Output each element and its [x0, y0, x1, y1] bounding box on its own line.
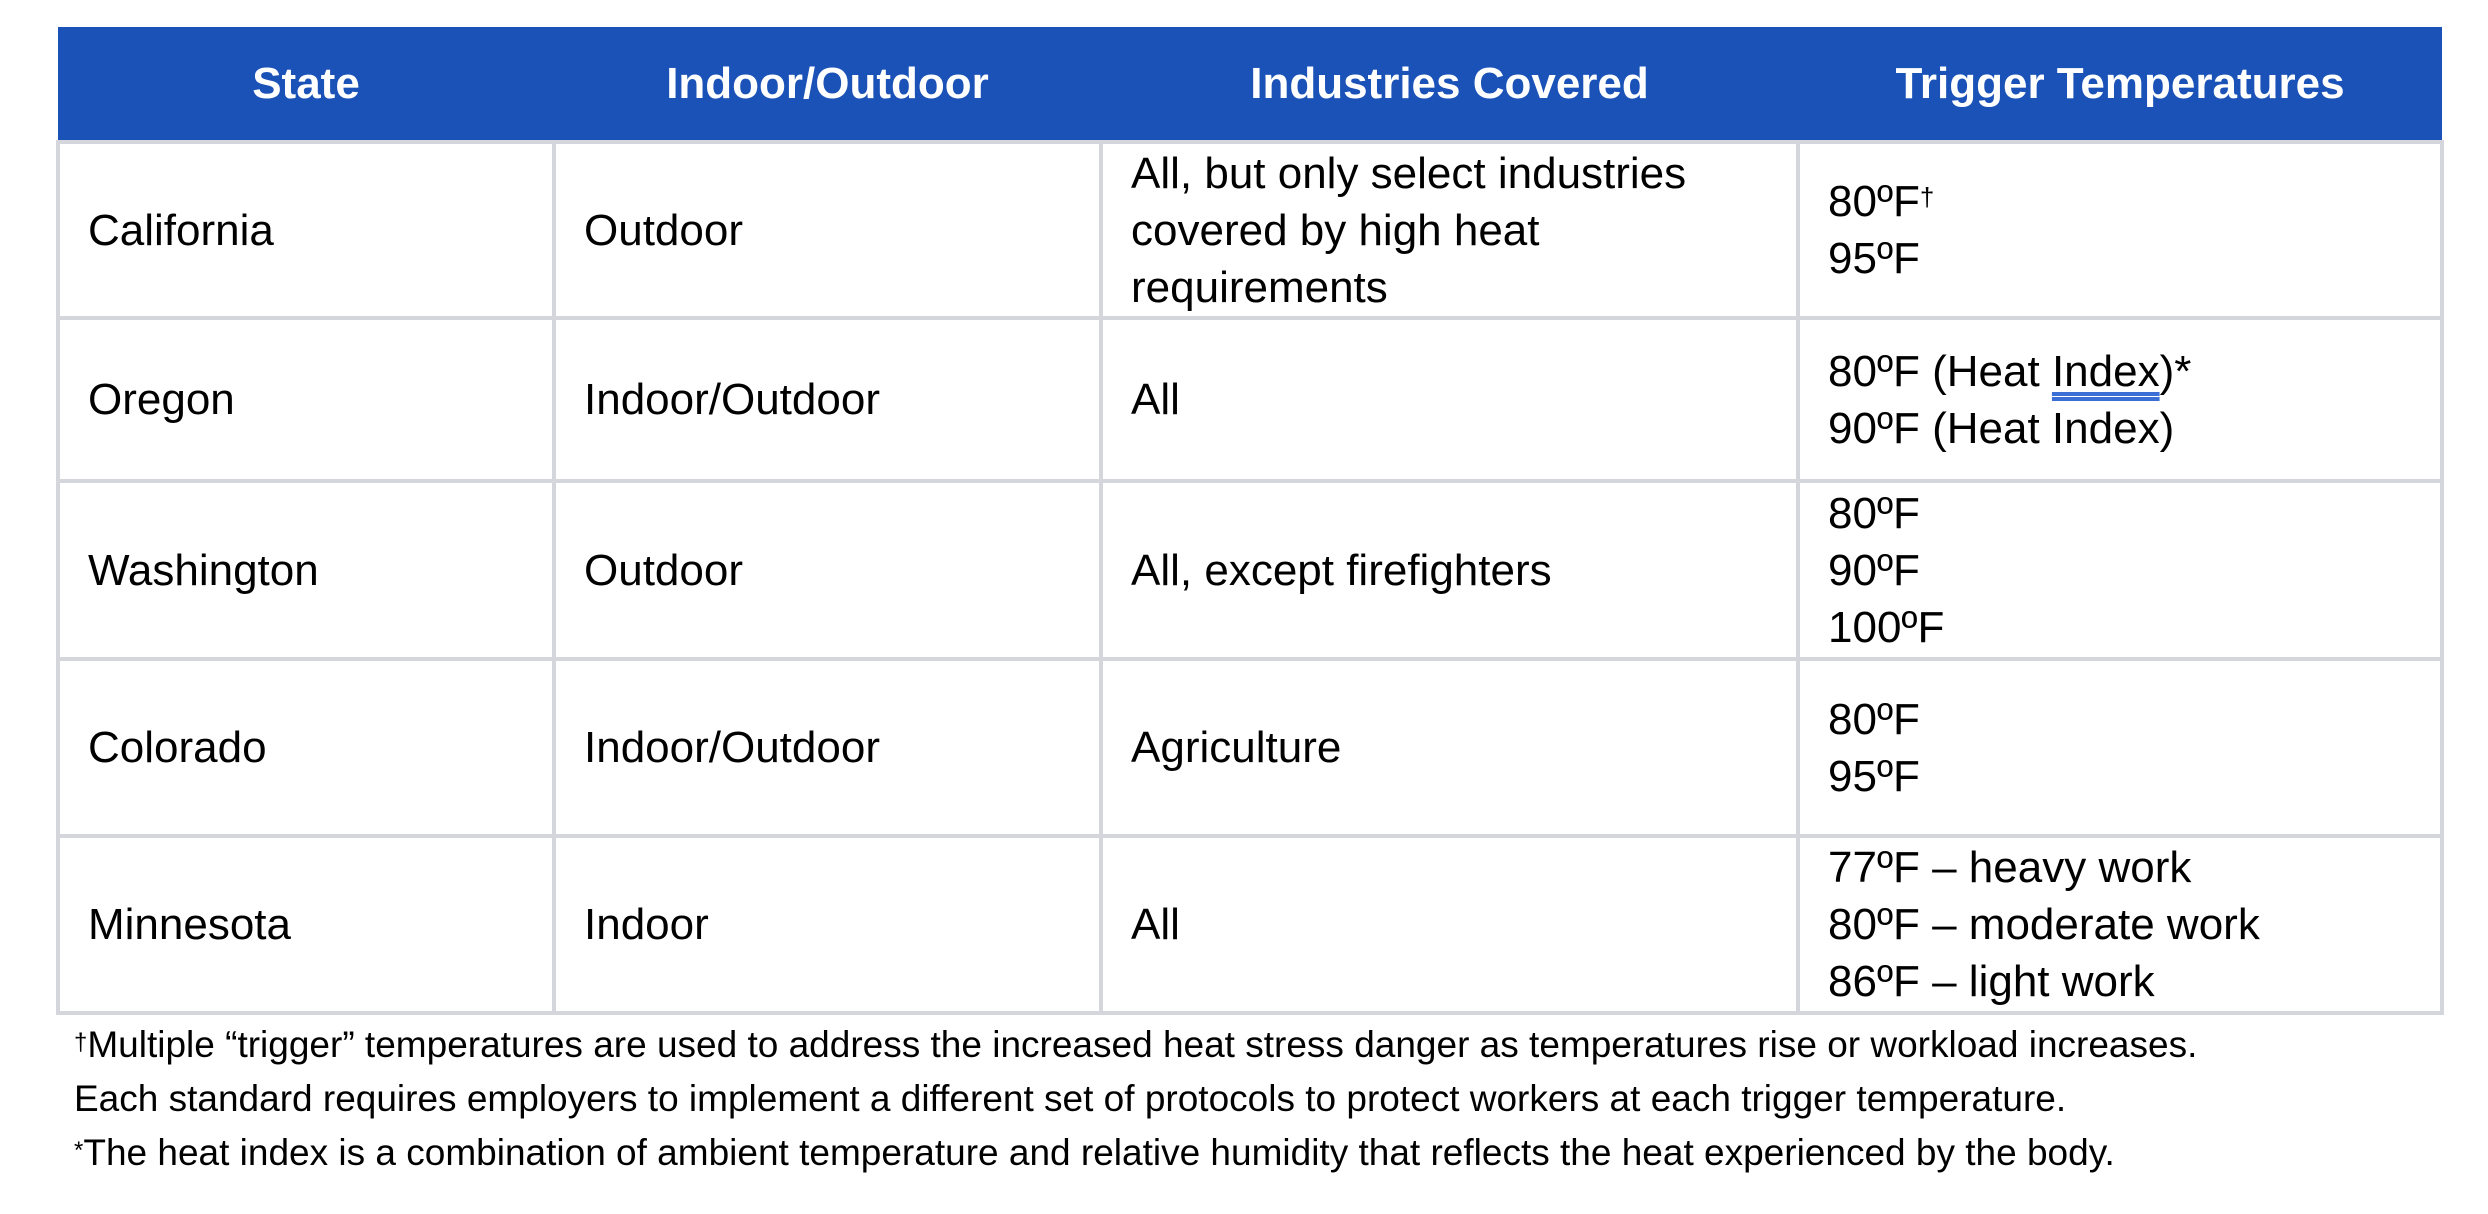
cell-triggers: 80ºF† 95ºF — [1796, 140, 2444, 320]
text-line: requirements — [1131, 262, 1388, 312]
text-line: 100ºF — [1828, 602, 1945, 652]
cell-triggers: 80ºF 95ºF — [1796, 657, 2444, 838]
table-row: Colorado Indoor/Outdoor Agriculture 80ºF… — [56, 657, 2444, 838]
text-line: 95ºF — [1828, 751, 1920, 801]
spellcheck-underlined-word: Index — [2051, 346, 2160, 396]
text-line: All, but only select industries — [1131, 148, 1687, 198]
table-row: Washington Outdoor All, except firefight… — [56, 479, 2444, 661]
cell-industries: All — [1099, 316, 1800, 483]
cell-scope: Outdoor — [552, 140, 1103, 320]
cell-state: Colorado — [56, 657, 556, 838]
header-state: State — [58, 27, 554, 142]
cell-triggers: 80ºF (Heat Index)* 90ºF (Heat Index) — [1796, 316, 2444, 483]
footnote-text: The heat index is a combination of ambie… — [83, 1132, 2115, 1173]
cell-state: Minnesota — [56, 834, 556, 1015]
text-line: Agriculture — [1131, 723, 1342, 772]
dagger-mark: † — [1919, 182, 1935, 212]
cell-scope: Indoor/Outdoor — [552, 657, 1103, 838]
footnote-dagger: †Multiple “trigger” temperatures are use… — [74, 1018, 2197, 1072]
text-segment: 80ºF (Heat — [1828, 346, 2052, 396]
cell-triggers: 77ºF – heavy work 80ºF – moderate work 8… — [1796, 834, 2444, 1015]
text-line: 77ºF – heavy work — [1828, 843, 2192, 892]
table-row: Oregon Indoor/Outdoor All 80ºF (Heat Ind… — [56, 316, 2444, 483]
text-line: 80ºF (Heat Index)* — [1828, 343, 2412, 400]
heat-standards-table: State Indoor/Outdoor Industries Covered … — [56, 27, 2444, 1015]
cell-scope: Indoor — [552, 834, 1103, 1015]
table-row: California Outdoor All, but only select … — [56, 140, 2444, 320]
text-line: All — [1131, 900, 1180, 949]
cell-scope: Indoor/Outdoor — [552, 316, 1103, 483]
text-line: All, except firefighters — [1131, 545, 1552, 595]
table-header-row: State Indoor/Outdoor Industries Covered … — [58, 27, 2442, 142]
footnote-asterisk: *The heat index is a combination of ambi… — [74, 1126, 2197, 1180]
footnote-text: Multiple “trigger” temperatures are used… — [87, 1024, 2198, 1065]
header-indoor-outdoor: Indoor/Outdoor — [554, 27, 1101, 142]
text-line: 90ºF — [1828, 545, 1920, 595]
cell-scope: Outdoor — [552, 479, 1103, 661]
asterisk-mark: * — [74, 1137, 84, 1164]
cell-industries: All — [1099, 834, 1800, 1015]
footnote-dagger-continued: Each standard requires employers to impl… — [74, 1078, 2067, 1119]
cell-state: California — [56, 140, 556, 320]
text-line: 80ºF† — [1828, 173, 2412, 230]
cell-industries: Agriculture — [1099, 657, 1800, 838]
cell-industries: All, except firefighters — [1099, 479, 1800, 661]
text-line: 80ºF – moderate work — [1828, 900, 2260, 949]
text-line: 90ºF (Heat Index) — [1828, 403, 2175, 453]
text-line: 95ºF — [1828, 234, 1920, 283]
text-line: 86ºF – light work — [1828, 957, 2155, 1006]
table-row: Minnesota Indoor All 77ºF – heavy work 8… — [56, 834, 2444, 1015]
cell-state: Washington — [56, 479, 556, 661]
trigger-value: 80ºF — [1828, 177, 1920, 226]
footnotes: †Multiple “trigger” temperatures are use… — [74, 1018, 2197, 1180]
text-line: covered by high heat — [1131, 205, 1540, 255]
cell-state: Oregon — [56, 316, 556, 483]
text-segment: )* — [2159, 346, 2192, 396]
text-line: 80ºF — [1828, 488, 1920, 538]
cell-industries: All, but only select industries covered … — [1099, 140, 1800, 320]
header-trigger-temperatures: Trigger Temperatures — [1798, 27, 2442, 142]
header-industries: Industries Covered — [1101, 27, 1798, 142]
text-line: All — [1131, 375, 1180, 424]
dagger-mark: † — [74, 1029, 88, 1056]
cell-triggers: 80ºF 90ºF 100ºF — [1796, 479, 2444, 661]
text-line: 80ºF — [1828, 694, 1920, 744]
